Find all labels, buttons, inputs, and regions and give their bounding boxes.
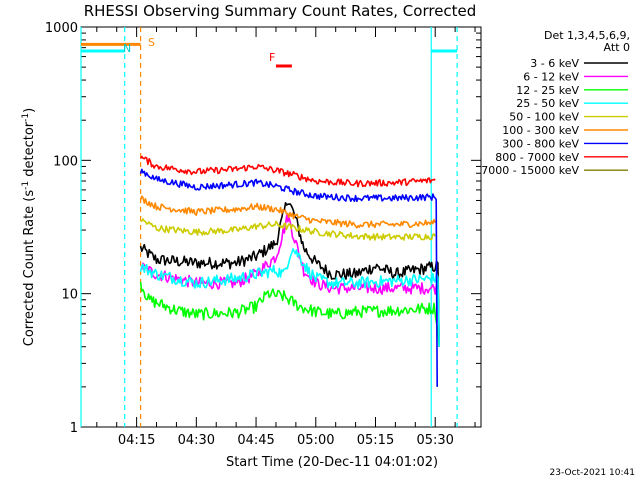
y-axis-label: Corrected Count Rate (s-1 detector-1) bbox=[21, 108, 37, 346]
x-tick-label: 05:15 bbox=[357, 433, 394, 448]
legend-entry-label: 7000 - 15000 keV bbox=[481, 164, 579, 177]
y-tick-label: 1 bbox=[70, 421, 78, 436]
series-line bbox=[139, 281, 440, 347]
y-axis-label-main: Corrected Count Rate (s bbox=[22, 190, 37, 347]
legend-entry-label: 12 - 25 keV bbox=[516, 84, 579, 97]
footer-date: 23-Oct-2021 10:41 bbox=[550, 468, 635, 478]
y-axis-label-mid: detector bbox=[22, 121, 37, 181]
series-line bbox=[139, 202, 440, 347]
y-tick-label: 1000 bbox=[45, 21, 78, 36]
legend-entry-label: 6 - 12 keV bbox=[523, 70, 579, 83]
legend-entry-label: 3 - 6 keV bbox=[530, 57, 579, 70]
y-axis-label-group: Corrected Count Rate (s-1 detector-1) bbox=[21, 108, 37, 346]
legend-entry-label: 100 - 300 keV bbox=[502, 124, 579, 137]
legend-entry-label: 300 - 800 keV bbox=[502, 137, 579, 150]
y-tick-label: 10 bbox=[61, 288, 78, 303]
mode-lines bbox=[80, 27, 458, 427]
series-line bbox=[140, 218, 436, 241]
legend-entry-label: 800 - 7000 keV bbox=[495, 151, 579, 164]
legend-entry-label: 50 - 100 keV bbox=[509, 111, 579, 124]
n-marker-label: N bbox=[123, 42, 131, 55]
y-axis: 1 10 100 1000 bbox=[45, 21, 481, 436]
x-tick-label: 05:00 bbox=[297, 433, 334, 448]
legend-header-attenuator: Att 0 bbox=[604, 41, 630, 54]
annotation-bars bbox=[81, 42, 458, 68]
series-group bbox=[139, 155, 440, 387]
x-axis-label: Start Time (20-Dec-11 04:01:02) bbox=[226, 455, 438, 470]
y-axis-label-sup1: -1 bbox=[21, 181, 31, 190]
x-tick-label: 05:30 bbox=[416, 433, 453, 448]
series-line bbox=[139, 248, 440, 347]
series-line bbox=[139, 155, 436, 188]
x-tick-label: 04:15 bbox=[118, 433, 155, 448]
legend-entry-label: 25 - 50 keV bbox=[516, 97, 579, 110]
series-line bbox=[139, 168, 438, 387]
legend-header-detectors: Det 1,3,4,5,6,9, bbox=[544, 29, 630, 42]
x-axis: 04:15 04:30 04:45 05:00 05:15 05:30 bbox=[96, 27, 476, 448]
x-tick-label: 04:30 bbox=[178, 433, 215, 448]
s-marker-label: S bbox=[148, 36, 155, 49]
x-tick-label: 04:45 bbox=[237, 433, 274, 448]
y-tick-label: 100 bbox=[53, 154, 78, 169]
chart-title: RHESSI Observing Summary Count Rates, Co… bbox=[84, 2, 477, 20]
f-marker-label: F bbox=[269, 51, 275, 64]
series-line bbox=[139, 195, 436, 229]
y-axis-label-sup2: -1 bbox=[21, 113, 31, 122]
y-axis-label-end: ) bbox=[22, 108, 37, 113]
